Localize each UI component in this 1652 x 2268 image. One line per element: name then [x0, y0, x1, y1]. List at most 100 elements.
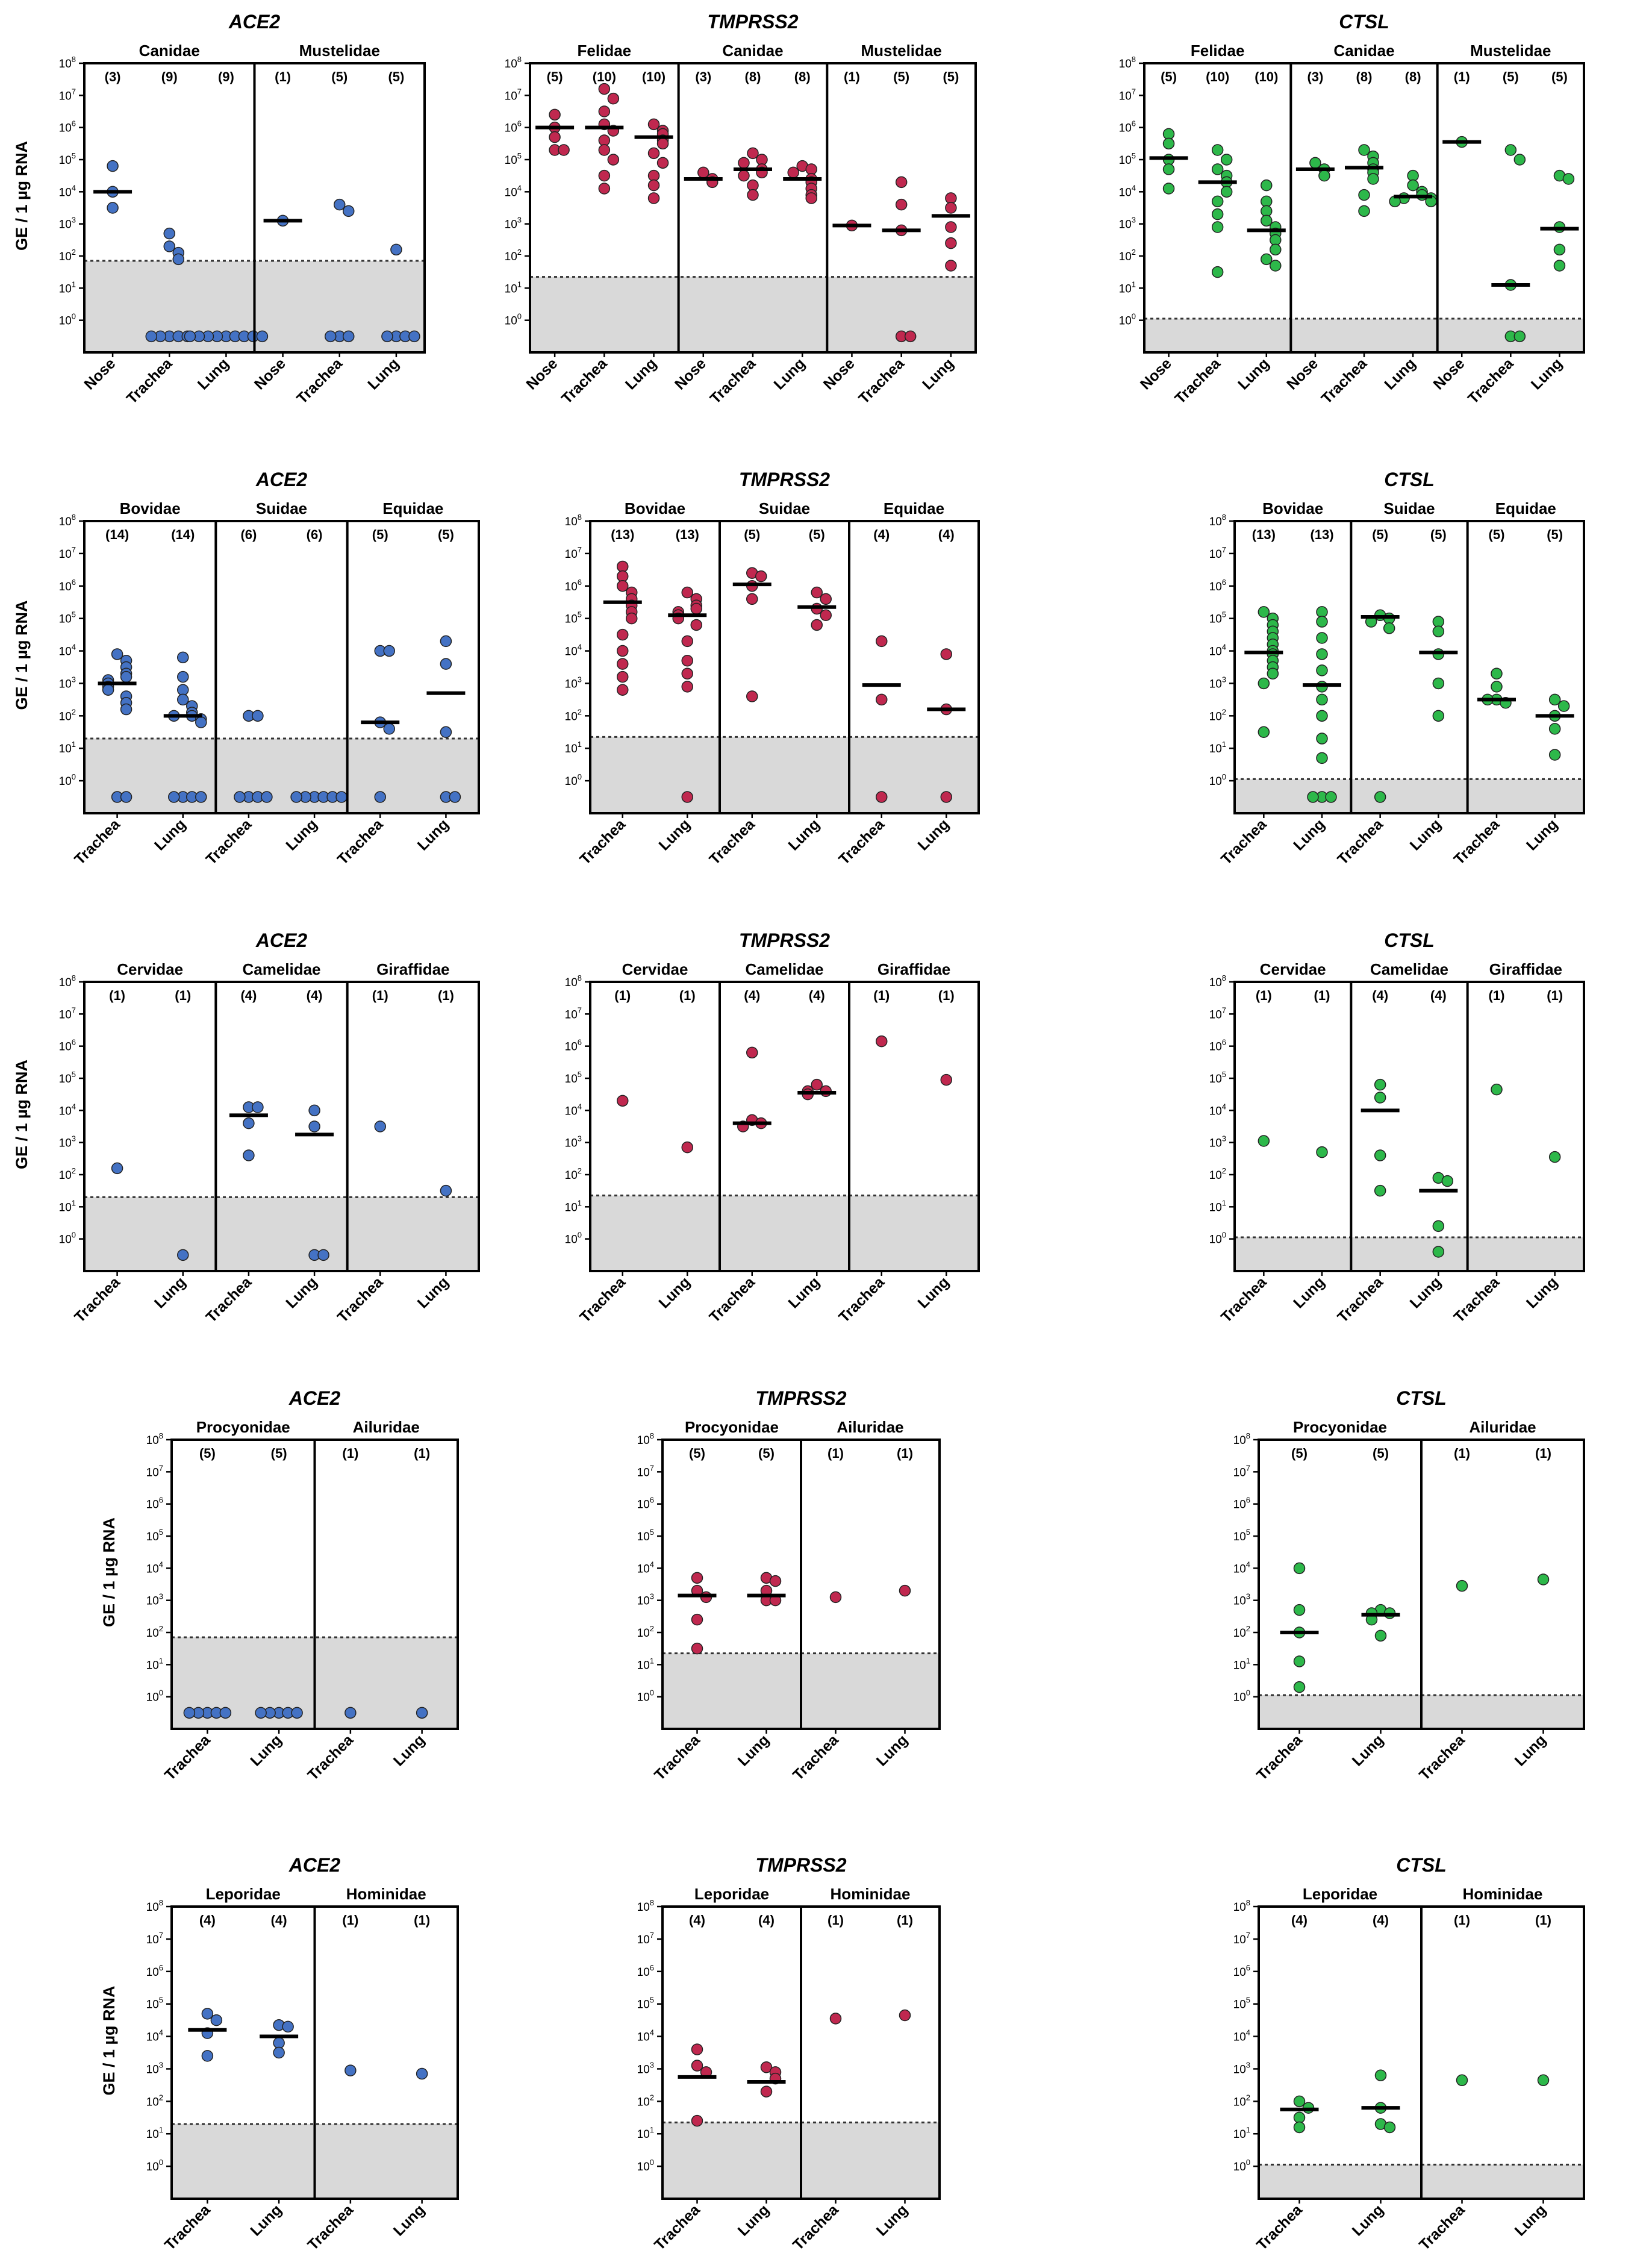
y-tick-label: 104 [59, 643, 76, 658]
data-point [1374, 1092, 1386, 1104]
y-tick-label: 107 [1209, 1005, 1226, 1021]
data-point [1367, 173, 1379, 185]
data-point [691, 1613, 703, 1626]
group-count: (5) [893, 69, 909, 84]
y-tick-label: 100 [565, 1231, 582, 1246]
x-tick-label: Nose [1430, 355, 1468, 393]
y-tick-label: 100 [146, 2158, 163, 2173]
y-tick-label: 103 [59, 675, 76, 690]
family-label: Giraffidae [877, 960, 950, 978]
data-point [895, 176, 908, 189]
data-point [145, 330, 157, 343]
data-point [1261, 179, 1273, 192]
y-tick-label: 101 [146, 1656, 163, 1672]
data-point [1211, 221, 1224, 233]
x-tick-label: Lung [1523, 816, 1561, 854]
y-tick-label: 100 [1233, 1689, 1250, 1704]
data-point [120, 791, 132, 803]
y-tick-label: 102 [146, 1624, 163, 1640]
y-tick-label: 102 [1233, 1624, 1250, 1640]
y-tick-label: 105 [146, 1528, 163, 1543]
data-point [210, 2014, 223, 2026]
data-point [598, 169, 611, 182]
y-tick-label: 107 [59, 1005, 76, 1021]
data-point [681, 654, 693, 667]
data-point [876, 693, 888, 706]
data-point [746, 593, 758, 605]
panel-frame [1233, 981, 1585, 1272]
family-label: Hominidae [346, 1885, 426, 1903]
group-count: (4) [1430, 988, 1447, 1003]
panel-title: CTSL [1384, 469, 1435, 490]
family-label: Bovidae [1262, 499, 1323, 517]
data-point [876, 1035, 888, 1048]
y-tick-label: 107 [146, 1463, 163, 1479]
y-tick-label: 100 [637, 2158, 654, 2173]
data-point [1407, 179, 1419, 192]
y-tick-label: 100 [1209, 1231, 1226, 1246]
group-count: (10) [593, 69, 616, 84]
y-axis-label: GE / 1 µg RNA [13, 1060, 31, 1169]
y-tick-label: 100 [637, 1689, 654, 1704]
data-point [755, 570, 767, 583]
x-tick-label: Lung [151, 816, 189, 854]
panel-ace2-6: ACE2 108 107 106 105 104 103 102 101 100 GE / 1 µg… [13, 929, 480, 1326]
data-point [1270, 243, 1282, 256]
x-tick-label: Trachea [1218, 816, 1270, 868]
x-tick-label: Trachea [293, 355, 346, 407]
group-count: (1) [342, 1446, 358, 1461]
data-point [1316, 752, 1328, 764]
y-tick-label: 105 [565, 1070, 582, 1086]
data-point [1432, 616, 1445, 628]
data-point [1548, 693, 1561, 706]
panel-title: TMPRSS2 [755, 1854, 846, 1876]
y-tick-label: 106 [59, 1038, 76, 1054]
x-tick-label: Lung [414, 1273, 452, 1311]
y-tick-label: 104 [505, 183, 522, 199]
data-point [811, 1078, 823, 1091]
data-point [945, 260, 957, 272]
x-tick-label: Trachea [1253, 1731, 1306, 1784]
group-count: (5) [1547, 527, 1563, 542]
data-point [1293, 1562, 1306, 1575]
group-count: (1) [614, 988, 631, 1003]
data-point [343, 330, 355, 343]
data-point [168, 791, 180, 803]
y-tick-label: 108 [1233, 1898, 1250, 1914]
data-point [656, 157, 669, 169]
data-point [1162, 183, 1175, 195]
data-point [760, 2061, 773, 2073]
panel-frame [589, 520, 980, 814]
group-count: (5) [1373, 1446, 1389, 1461]
data-point [899, 1584, 911, 1597]
panel-title: TMPRSS2 [739, 469, 830, 490]
group-count: (5) [547, 69, 563, 84]
data-point [1293, 2121, 1306, 2134]
y-tick-label: 108 [146, 1431, 163, 1447]
y-tick-label: 105 [1233, 1528, 1250, 1543]
y-tick-label: 103 [1119, 216, 1136, 231]
data-point [273, 2046, 285, 2059]
data-point [899, 2009, 911, 2022]
data-point [1432, 1246, 1445, 1258]
data-point [1548, 749, 1561, 761]
group-count: (4) [307, 988, 323, 1003]
group-count: (13) [1252, 527, 1276, 542]
data-point [1261, 253, 1273, 266]
family-label: Ailuridae [1469, 1418, 1536, 1436]
panel-ctsl-11: CTSL 108 107 106 105 104 103 102 101 100 Procyonid… [1233, 1387, 1585, 1784]
y-tick-label: 102 [505, 248, 522, 263]
family-label: Cervidae [1260, 960, 1326, 978]
y-tick-label: 104 [59, 183, 76, 199]
panel-ace2-0: ACE2 108 107 106 105 104 103 102 101 100 GE / 1 µg… [13, 11, 426, 407]
data-point [1316, 1146, 1328, 1158]
y-tick-label: 103 [59, 216, 76, 231]
y-tick-label: 102 [1209, 707, 1226, 723]
group-count: (5) [199, 1446, 216, 1461]
group-count: (4) [744, 988, 760, 1003]
data-point [1553, 260, 1566, 272]
y-tick-label: 107 [59, 87, 76, 102]
group-count: (5) [388, 69, 404, 84]
y-tick-label: 107 [637, 1463, 654, 1479]
